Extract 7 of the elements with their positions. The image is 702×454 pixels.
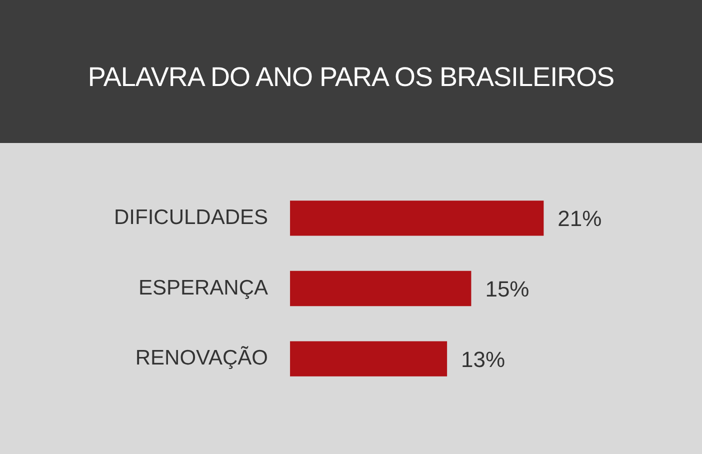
data-label: 21% [558, 206, 602, 232]
chart-title: PALAVRA DO ANO PARA OS BRASILEIROS [86, 61, 616, 93]
data-label: 15% [485, 276, 530, 302]
data-label: 13% [461, 346, 506, 372]
y-tick-label: RENOVAÇÃO [135, 346, 268, 370]
y-tick-label: DIFICULDADES [114, 206, 268, 229]
y-tick-label: ESPERANÇA [138, 276, 268, 300]
